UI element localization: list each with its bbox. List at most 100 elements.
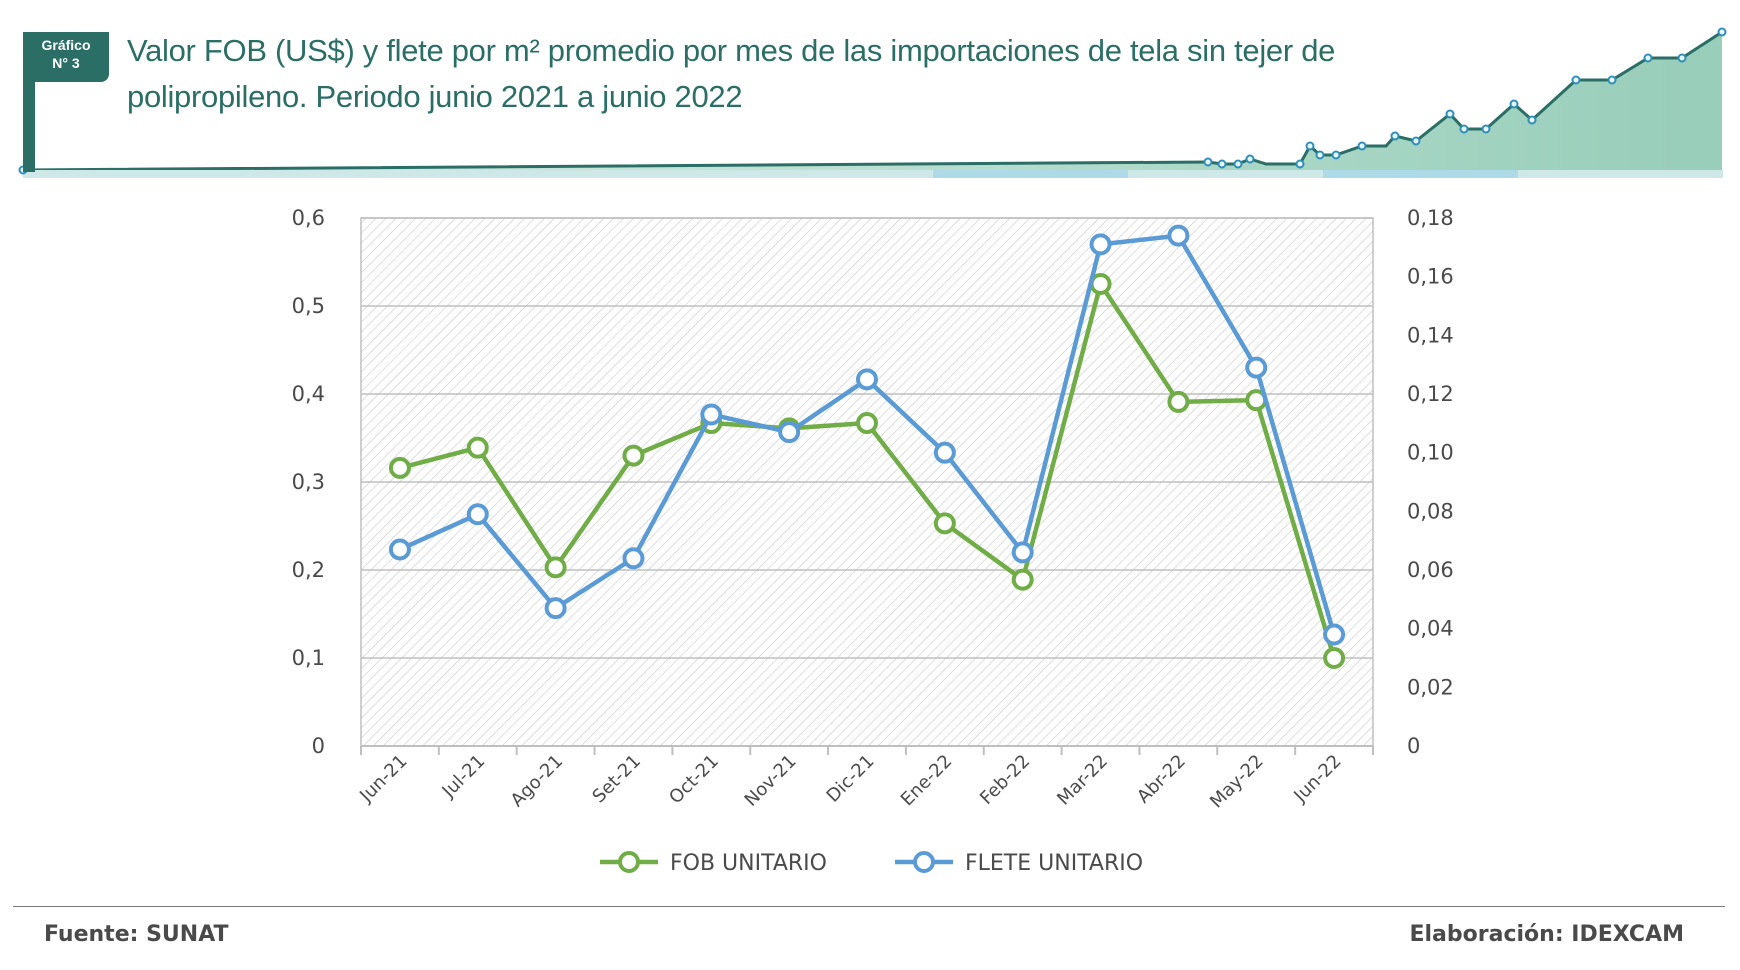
legend-label: FOB UNITARIO: [670, 851, 827, 876]
legend-item: FLETE UNITARIO: [895, 851, 1143, 876]
badge-label: Gráfico: [41, 37, 91, 53]
legend-swatch-marker: [913, 851, 935, 873]
banner-area: [23, 32, 1722, 172]
y-left-tick-label: 0,1: [292, 646, 325, 670]
y-right-tick-label: 0,12: [1407, 382, 1454, 406]
legend-swatch-marker: [618, 851, 640, 873]
banner-marker: [1411, 136, 1421, 146]
banner-marker: [1509, 99, 1519, 109]
banner-baseline-segment: [1323, 170, 1518, 178]
y-right-tick-label: 0,14: [1407, 323, 1454, 347]
data-point: [1323, 647, 1346, 669]
data-point: [544, 597, 567, 620]
x-tick-label: Ago-21: [507, 751, 567, 811]
x-tick-label: May-22: [1206, 751, 1268, 813]
data-point: [466, 503, 489, 526]
data-point: [1167, 224, 1190, 247]
banner-marker: [1571, 75, 1581, 85]
data-point: [933, 441, 956, 464]
data-point: [1167, 390, 1190, 413]
data-point: [856, 368, 878, 391]
y-axis-right: 0 0,02 0,04 0,06 0,08 0,10 0,12 0,14 0,16 0,18: [1407, 206, 1454, 758]
banner-marker: [1459, 124, 1469, 134]
y-left-tick-label: 0,3: [292, 470, 325, 494]
x-tick-label: Jul-21: [438, 751, 490, 803]
y-right-tick-label: 0,18: [1407, 206, 1454, 230]
banner-baseline-segment: [933, 170, 1128, 178]
series-flete-unitario: [388, 224, 1346, 646]
y-left-tick-label: 0,2: [292, 558, 325, 582]
banner-marker: [1717, 27, 1727, 37]
y-axis-left: 0 0,1 0,2 0,3 0,4 0,5 0,6: [292, 206, 325, 758]
series-group: [388, 224, 1346, 669]
y-left-tick-label: 0,6: [292, 206, 325, 230]
source-note: Fuente: SUNAT: [44, 922, 229, 947]
x-tick-label: Set-21: [588, 751, 645, 808]
data-point: [856, 412, 878, 435]
data-point: [1089, 233, 1112, 256]
footer-divider: [13, 906, 1725, 907]
y-right-tick-label: 0,10: [1407, 441, 1454, 465]
data-point: [1011, 568, 1034, 591]
banner-marker: [1481, 124, 1491, 134]
banner-marker: [1305, 141, 1315, 151]
y-right-tick-label: 0,06: [1407, 558, 1454, 582]
data-point: [1011, 541, 1034, 564]
line-chart: Jun-21 Jul-21 Ago-21 Set-21 Oct-21 Nov-21 Dic-…: [292, 206, 1454, 876]
data-point: [622, 444, 645, 467]
badge-stem: [23, 80, 35, 172]
data-point: [700, 403, 723, 426]
decorative-trend-banner: [18, 27, 1727, 178]
x-tick-label: Nov-21: [741, 751, 801, 811]
x-axis: Jun-21 Jul-21 Ago-21 Set-21 Oct-21 Nov-21 Dic-…: [355, 745, 1374, 813]
y-left-tick-label: 0,5: [292, 294, 325, 318]
legend-label: FLETE UNITARIO: [965, 851, 1143, 876]
banner-marker: [1233, 159, 1243, 169]
y-right-tick-label: 0,08: [1407, 499, 1454, 523]
banner-marker: [1217, 159, 1227, 169]
data-point: [778, 421, 801, 444]
chart-title: Valor FOB (US$) y flete por m² promedio …: [127, 33, 1336, 114]
data-point: [1245, 356, 1268, 379]
badge-number: N° 3: [52, 55, 80, 71]
y-right-tick-label: 0: [1407, 734, 1420, 758]
x-tick-label: Feb-22: [976, 751, 1034, 809]
y-right-tick-label: 0,02: [1407, 675, 1454, 699]
legend-item: FOB UNITARIO: [600, 851, 827, 876]
x-tick-label: Oct-21: [665, 751, 723, 809]
legend: FOB UNITARIO FLETE UNITARIO: [600, 851, 1143, 876]
banner-marker: [1445, 109, 1455, 119]
banner-marker: [1357, 141, 1367, 151]
data-point: [388, 456, 411, 479]
banner-marker: [1390, 131, 1400, 141]
x-tick-label: Dic-21: [823, 751, 879, 807]
data-point: [466, 436, 489, 459]
banner-marker: [1315, 150, 1325, 160]
data-point: [544, 556, 567, 579]
credit-note: Elaboración: IDEXCAM: [1409, 922, 1684, 947]
banner-baseline: [23, 170, 1723, 178]
banner-marker: [1245, 154, 1255, 164]
y-right-tick-label: 0,04: [1407, 617, 1454, 641]
data-point: [933, 512, 956, 535]
header: Gráfico N° 3 Valor FOB (US$) y flete por…: [0, 0, 1740, 180]
y-left-tick-label: 0,4: [292, 382, 325, 406]
banner-marker: [1295, 159, 1305, 169]
x-tick-label: Jun-21: [355, 751, 411, 807]
x-tick-label: Jun-22: [1289, 751, 1345, 807]
y-right-tick-label: 0,16: [1407, 265, 1454, 289]
x-tick-label: Mar-22: [1053, 751, 1112, 810]
banner-marker: [1331, 150, 1341, 160]
chart-number-badge: Gráfico N° 3: [23, 32, 109, 82]
banner-marker: [1203, 157, 1213, 167]
data-point: [1323, 623, 1346, 646]
x-tick-label: Abr-22: [1133, 751, 1190, 808]
banner-marker: [1527, 115, 1537, 125]
banner-marker: [1607, 75, 1617, 85]
data-point: [388, 538, 411, 561]
data-point: [622, 547, 645, 570]
gridlines: [361, 217, 1373, 659]
x-tick-label: Ene-22: [897, 751, 957, 811]
y-left-tick-label: 0: [312, 734, 325, 758]
banner-marker: [1643, 53, 1653, 63]
